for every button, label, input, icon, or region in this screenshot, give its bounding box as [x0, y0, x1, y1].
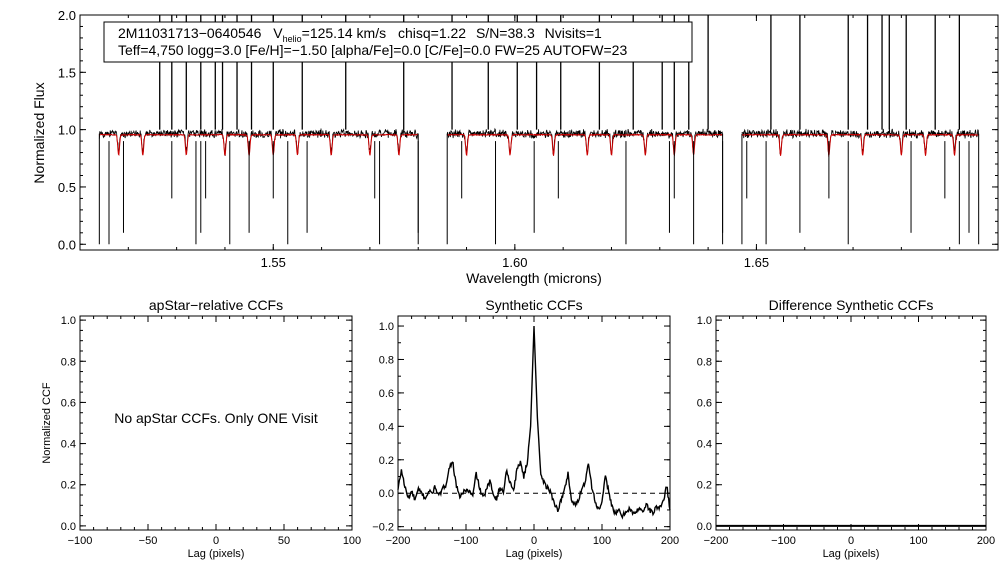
y-tick-label: 0.0: [379, 488, 394, 500]
spectrum-panel: 1.55 1.60 1.65 0.0 0.5 1.0 1.5 2.0 Normalized F…: [31, 8, 999, 286]
info-line-1: 2M11031713−0640546 Vhelio=125.14 km/s ch…: [118, 25, 602, 44]
y-tick-label: 0.4: [697, 439, 712, 451]
apstar-ccf-y-axis-label: Normalized CCF: [41, 382, 53, 464]
spectrum-observed-line: [741, 128, 980, 156]
x-tick-label: 1.60: [502, 255, 527, 270]
apstar-ccf-panel: apStar−relative CCFs −100 −50 0 50 100 0.0 0.2…: [41, 297, 361, 560]
y-tick-label: 1.0: [379, 321, 394, 333]
synthetic-ccf-x-axis-label: Lag (pixels): [506, 548, 563, 560]
spectrum-axes: 1.55 1.60 1.65 0.0 0.5 1.0 1.5 2.0: [58, 8, 999, 270]
synthetic-ccf-frame: [397, 315, 671, 531]
chisq-value: chisq=1.22: [398, 25, 466, 41]
vhelio-value: =125.14 km/s: [302, 25, 386, 41]
spectrum-x-axis-label: Wavelength (microns): [466, 270, 602, 286]
info-box-frame: [103, 21, 693, 63]
snr-value: S/N=38.3: [476, 25, 535, 41]
apstar-ccf-axes: −100 −50 0 50 100 0.0 0.2 0.4 0.6 0.8 1.0: [61, 315, 361, 547]
synthetic-ccf-axes: −200 −100 0 100 200 −0.2 0.0 0.2 0.4 0.6 0.8 1.0: [372, 316, 679, 547]
synthetic-ccf-plot-area: [397, 326, 671, 520]
apstar-ccf-title: apStar−relative CCFs: [149, 297, 283, 313]
x-tick-label: 0: [531, 535, 537, 547]
synthetic-ccf-panel: Synthetic CCFs −200 −100 0 100 200 −0.2 0.0 0.2…: [372, 297, 679, 560]
difference-ccf-axes: −200 −100 0 100 200 0.0 0.2 0.4 0.6 0.8 1.0: [697, 315, 995, 547]
y-tick-label: 0.4: [379, 421, 394, 433]
x-tick-label: 200: [977, 535, 995, 547]
vhelio-prefix: V: [273, 25, 283, 41]
y-tick-label: 0.0: [61, 521, 76, 533]
vhelio-sub: helio: [283, 34, 302, 44]
y-tick-label: 1.5: [58, 65, 76, 80]
x-tick-label: 50: [278, 535, 290, 547]
y-tick-label: 0.2: [379, 455, 394, 467]
x-tick-label: 0: [848, 535, 854, 547]
x-tick-label: −50: [139, 535, 158, 547]
y-tick-label: 0.6: [379, 388, 394, 400]
y-tick-label: 0.4: [61, 439, 76, 451]
y-tick-label: 0.0: [58, 237, 76, 252]
x-tick-label: 1.65: [744, 255, 769, 270]
x-tick-label: −100: [454, 535, 479, 547]
x-tick-label: 100: [593, 535, 611, 547]
spectrum-model-line: [446, 133, 723, 157]
x-tick-label: −200: [386, 535, 411, 547]
y-tick-label: 0.6: [61, 397, 76, 409]
y-tick-label: 1.0: [697, 315, 712, 327]
info-line-2: Teff=4,750 logg=3.0 [Fe/H]=−1.50 [alpha/…: [118, 42, 627, 58]
y-tick-label: 0.6: [697, 397, 712, 409]
nvisits-value: Nvisits=1: [545, 25, 602, 41]
y-tick-label: 0.5: [58, 180, 76, 195]
y-tick-label: 0.2: [697, 480, 712, 492]
spectrum-model-line: [741, 133, 979, 157]
y-tick-label: 0.8: [379, 354, 394, 366]
y-tick-label: 0.0: [697, 521, 712, 533]
difference-ccf-title: Difference Synthetic CCFs: [769, 297, 934, 313]
x-tick-label: 0: [213, 535, 219, 547]
x-tick-label: 1.55: [261, 255, 286, 270]
x-tick-label: 100: [909, 535, 927, 547]
synthetic-ccf-line: [397, 326, 671, 520]
x-tick-label: −100: [771, 535, 796, 547]
spectrum-observed-line: [446, 127, 723, 156]
x-tick-label: 200: [661, 535, 679, 547]
y-tick-label: 2.0: [58, 8, 76, 23]
spectrum-y-axis-label: Normalized Flux: [31, 82, 47, 183]
spectrum-model-line: [98, 133, 419, 157]
synthetic-ccf-title: Synthetic CCFs: [485, 297, 582, 313]
difference-ccf-panel: Difference Synthetic CCFs −200 −100 0 100 20…: [697, 297, 995, 560]
apstar-ccf-x-axis-label: Lag (pixels): [188, 548, 245, 560]
x-tick-label: −200: [704, 535, 729, 547]
apstar-ccf-note: No apStar CCFs. Only ONE Visit: [114, 410, 318, 426]
y-tick-label: 1.0: [58, 123, 76, 138]
y-tick-label: 0.2: [61, 480, 76, 492]
x-tick-label: −100: [68, 535, 93, 547]
y-tick-label: −0.2: [372, 522, 394, 534]
y-tick-label: 0.8: [697, 356, 712, 368]
spectrum-observed-line: [98, 128, 419, 156]
spectrum-info-box: 2M11031713−0640546 Vhelio=125.14 km/s ch…: [103, 21, 693, 63]
star-id: 2M11031713−0640546: [118, 25, 262, 41]
y-tick-label: 1.0: [61, 315, 76, 327]
x-tick-label: 100: [343, 535, 361, 547]
spectrum-frame: [79, 14, 999, 251]
difference-ccf-frame: [715, 315, 987, 531]
difference-ccf-x-axis-label: Lag (pixels): [823, 548, 880, 560]
y-tick-label: 0.8: [61, 356, 76, 368]
